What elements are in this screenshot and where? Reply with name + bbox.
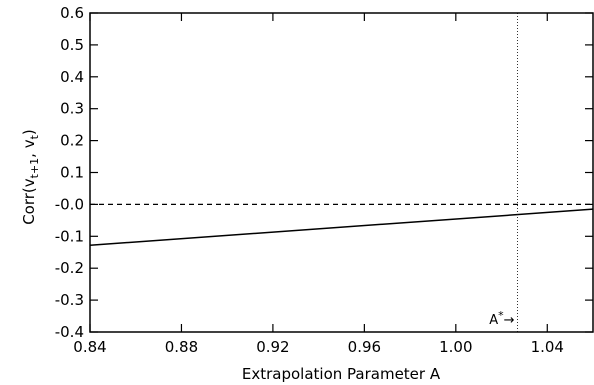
- y-tick-label: -0.4: [55, 323, 84, 341]
- y-tick-label: 0.4: [60, 68, 84, 86]
- plot-layer: -0.4 -0.3 -0.2 -0.1 -0.0 0.1 0.2 0.3 0.4 0.5 0.6 0.…: [55, 4, 594, 356]
- y-tick-label: -0.2: [55, 259, 84, 277]
- y-title-prefix: Corr(v: [20, 178, 38, 225]
- y-title-sub2: t: [28, 134, 41, 139]
- y-tick-label: 0.6: [60, 4, 84, 22]
- a-star-annotation: A*→: [489, 309, 514, 328]
- y-title-sub1: t+1: [28, 158, 41, 179]
- y-tick-label: -0.1: [55, 227, 84, 245]
- series-line: [89, 208, 594, 246]
- y-axis-title: Corr(vt+1, vt): [20, 129, 41, 225]
- y-tick-label: -0.0: [55, 195, 84, 213]
- annotation-base: A: [489, 313, 498, 328]
- annotation-arrow: →: [504, 313, 515, 328]
- y-tick-label: -0.3: [55, 291, 84, 309]
- x-axis-title: Extrapolation Parameter A: [242, 365, 441, 383]
- y-tick-label: 0.1: [60, 164, 84, 182]
- x-tick-label: 0.96: [348, 338, 381, 356]
- y-tick-label: 0.3: [60, 100, 84, 118]
- y-tick-label: 0.5: [60, 36, 84, 54]
- x-tick-label: 1.04: [531, 338, 564, 356]
- y-title-suffix: ): [20, 129, 38, 135]
- y-tick-label: 0.2: [60, 132, 84, 150]
- x-tick-label: 1.00: [439, 338, 472, 356]
- x-tick-label: 0.92: [256, 338, 289, 356]
- annotation-sup: *: [498, 309, 504, 322]
- x-tick-label: 0.84: [73, 338, 106, 356]
- y-title-mid: , v: [20, 139, 38, 158]
- x-tick-label: 0.88: [165, 338, 198, 356]
